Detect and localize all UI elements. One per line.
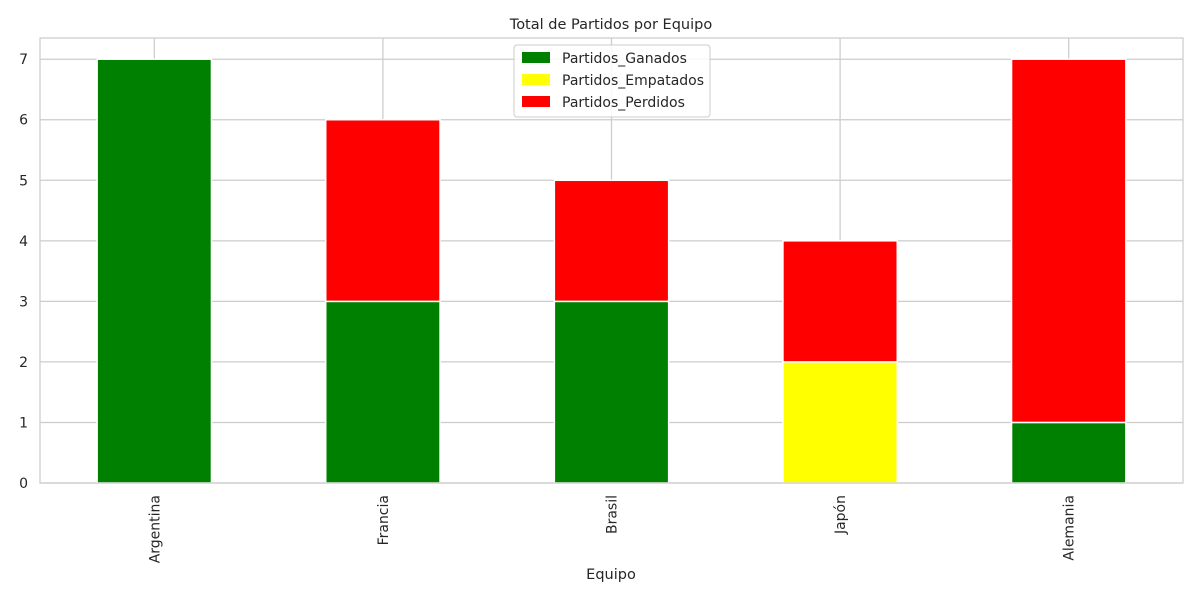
legend-swatch bbox=[522, 74, 550, 85]
y-tick-label: 2 bbox=[19, 355, 28, 371]
x-axis-ticks: Argentina Francia Brasil Japón Alemania bbox=[147, 495, 1077, 563]
bar-segment bbox=[554, 301, 668, 483]
legend-label: Partidos_Empatados bbox=[562, 73, 704, 89]
bar-segment bbox=[326, 301, 440, 483]
chart-title: Total de Partidos por Equipo bbox=[509, 17, 713, 33]
bar-segment bbox=[783, 241, 897, 362]
y-tick-label: 4 bbox=[19, 234, 28, 250]
y-tick-label: 3 bbox=[19, 294, 28, 310]
bar-segment bbox=[554, 180, 668, 301]
y-tick-label: 5 bbox=[19, 173, 28, 189]
bar-segment bbox=[97, 59, 211, 483]
legend-label: Partidos_Ganados bbox=[562, 51, 687, 67]
x-tick-label: Japón bbox=[833, 495, 849, 535]
bar-segment bbox=[1012, 59, 1126, 422]
y-tick-label: 6 bbox=[19, 113, 28, 129]
x-tick-label: Alemania bbox=[1062, 495, 1078, 561]
y-axis-ticks: 0 1 2 3 4 5 6 7 bbox=[19, 52, 28, 492]
x-axis-label: Equipo bbox=[586, 567, 636, 583]
y-tick-label: 7 bbox=[19, 52, 28, 68]
x-tick-label: Brasil bbox=[605, 495, 621, 534]
legend-swatch bbox=[522, 96, 550, 107]
legend-label: Partidos_Perdidos bbox=[562, 95, 685, 111]
legend-swatch bbox=[522, 52, 550, 63]
x-tick-label: Argentina bbox=[147, 495, 163, 563]
y-tick-label: 1 bbox=[19, 415, 28, 431]
x-tick-label: Francia bbox=[376, 495, 392, 545]
bar-segment bbox=[1012, 422, 1126, 483]
bar-segment bbox=[326, 120, 440, 302]
legend: Partidos_Ganados Partidos_Empatados Partid… bbox=[514, 45, 710, 117]
bar-segment bbox=[783, 362, 897, 483]
y-tick-label: 0 bbox=[19, 476, 28, 492]
